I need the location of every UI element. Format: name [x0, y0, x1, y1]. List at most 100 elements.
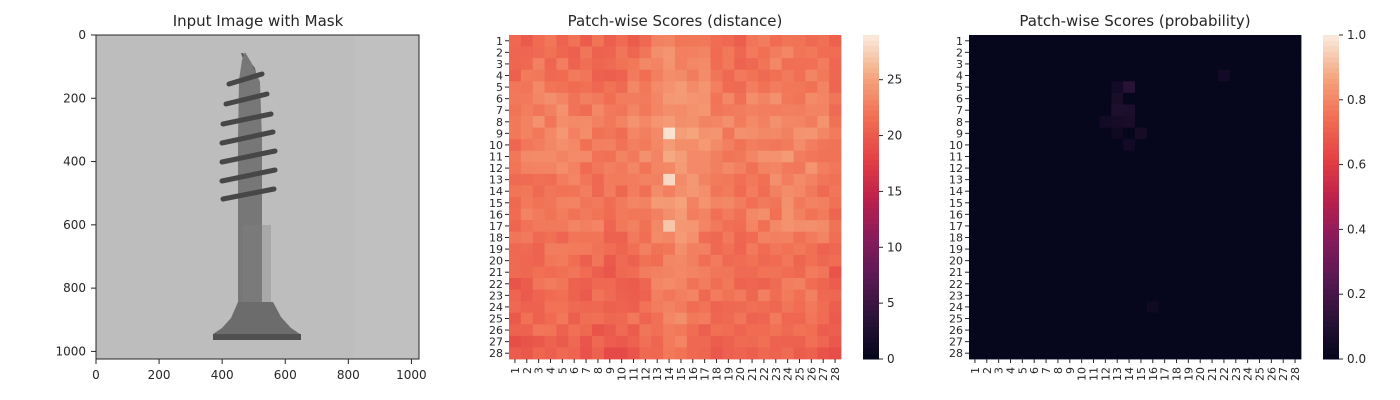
heatmap-cell — [1052, 35, 1065, 47]
heatmap-cell — [1087, 116, 1100, 128]
heatmap-cell — [817, 243, 830, 256]
heatmap-cell — [722, 208, 735, 221]
heatmap-cell — [1111, 197, 1124, 209]
heatmap-cell — [829, 231, 842, 244]
heatmap-cell — [1135, 347, 1148, 360]
heatmap-cell — [532, 220, 545, 233]
heatmap-cell — [1016, 335, 1029, 348]
heatmap-cell — [663, 46, 676, 59]
heatmap-cell — [769, 150, 783, 163]
heatmap-cell — [1158, 104, 1171, 117]
heatmap-cell — [1004, 208, 1017, 221]
heatmap-cell — [568, 127, 581, 140]
heatmap-cell — [580, 197, 593, 209]
heatmap-cell — [1099, 150, 1112, 163]
heatmap-cell — [746, 173, 759, 186]
heatmap-cell — [627, 104, 640, 117]
heatmap-cell — [509, 35, 522, 47]
heatmap-cell — [992, 231, 1005, 244]
heatmap-cell — [758, 139, 771, 152]
colorbar-segment — [863, 213, 879, 220]
heatmap-cell — [805, 278, 818, 290]
heatmap-cell — [1075, 278, 1088, 290]
heatmap-cell — [1135, 231, 1148, 244]
heatmap-cell — [1241, 266, 1254, 279]
heatmap-cell — [1241, 289, 1254, 302]
heatmap-cell — [1146, 35, 1160, 47]
column-label: 17 — [1159, 367, 1172, 381]
heatmap-cell — [532, 289, 545, 302]
column-label: 19 — [1182, 367, 1195, 381]
heatmap-cell — [746, 81, 759, 94]
heatmap-cell — [1075, 150, 1088, 163]
heatmap-cell — [793, 254, 806, 267]
heatmap-cell — [1052, 162, 1065, 175]
colorbar-segment — [1323, 137, 1339, 144]
heatmap-cell — [1063, 104, 1077, 117]
heatmap-cell — [544, 185, 557, 198]
heatmap-cell — [1099, 81, 1112, 94]
heatmap-cell — [781, 335, 794, 348]
heatmap-cell — [992, 185, 1005, 198]
heatmap-cell — [793, 278, 806, 290]
heatmap-cell — [1241, 254, 1254, 267]
heatmap-cell — [1170, 139, 1183, 152]
heatmap-cell — [1099, 301, 1112, 314]
heatmap-cell — [615, 150, 628, 163]
heatmap-cell — [663, 116, 676, 128]
heatmap-cell — [663, 347, 676, 360]
heatmap-cell — [1218, 69, 1231, 82]
heatmap-cell — [1135, 289, 1148, 302]
heatmap-cell — [1135, 69, 1148, 82]
heatmap-cell — [1087, 231, 1100, 244]
x-tick-label: 600 — [274, 368, 297, 382]
heatmap-cell — [675, 35, 688, 47]
heatmap-cell — [1194, 231, 1207, 244]
heatmap-cell — [817, 266, 830, 279]
input-image-panel: Input Image with Mask 0 200 400 600 800 1000 … — [55, 12, 426, 382]
heatmap-cell — [734, 312, 747, 325]
row-label: 12 — [949, 162, 963, 175]
heatmap-cell — [969, 335, 982, 348]
colorbar-segment — [1323, 234, 1339, 241]
heatmap-cell — [992, 104, 1005, 117]
row-label: 13 — [949, 174, 963, 187]
heatmap-cell — [829, 92, 842, 105]
heatmap-cell — [1063, 312, 1077, 325]
heatmap-cell — [710, 278, 723, 290]
heatmap-cell — [1170, 312, 1183, 325]
heatmap-cell — [1194, 324, 1207, 337]
heatmap-cell — [980, 81, 994, 94]
heatmap-cell — [710, 46, 723, 59]
heatmap-cell — [980, 254, 994, 267]
heatmap-cell — [1028, 104, 1041, 117]
heatmap-cell — [1111, 185, 1124, 198]
heatmap-cell — [1241, 139, 1254, 152]
heatmap-cell — [710, 335, 723, 348]
colorbar-tick-label: 0.6 — [1347, 158, 1366, 172]
heatmap-cell — [1111, 220, 1124, 233]
heatmap-cell — [969, 324, 982, 337]
heatmap-cell — [1135, 104, 1148, 117]
heatmap-cell — [1206, 335, 1219, 348]
heatmap-cell — [1206, 197, 1219, 209]
heatmap-cell — [1182, 139, 1195, 152]
heatmap-cell — [1253, 150, 1266, 163]
heatmap-cell — [1170, 220, 1183, 233]
heatmap-cell — [1265, 335, 1278, 348]
heatmap-cell — [1277, 335, 1290, 348]
colorbar-tick-label: 15 — [887, 184, 902, 198]
heatmap-cell — [1277, 347, 1290, 360]
heatmap-cell — [1218, 220, 1231, 233]
heatmap-cell — [686, 139, 700, 152]
heatmap-cell — [1229, 185, 1243, 198]
heatmap-cell — [793, 266, 806, 279]
heatmap-cell — [627, 243, 640, 256]
heatmap-cell — [969, 46, 982, 59]
colorbar-segment — [1323, 67, 1339, 74]
heatmap-cell — [568, 220, 581, 233]
heatmap-cell — [520, 46, 534, 59]
heatmap-cell — [568, 35, 581, 47]
heatmap-cell — [1182, 301, 1195, 314]
heatmap-cell — [1099, 254, 1112, 267]
